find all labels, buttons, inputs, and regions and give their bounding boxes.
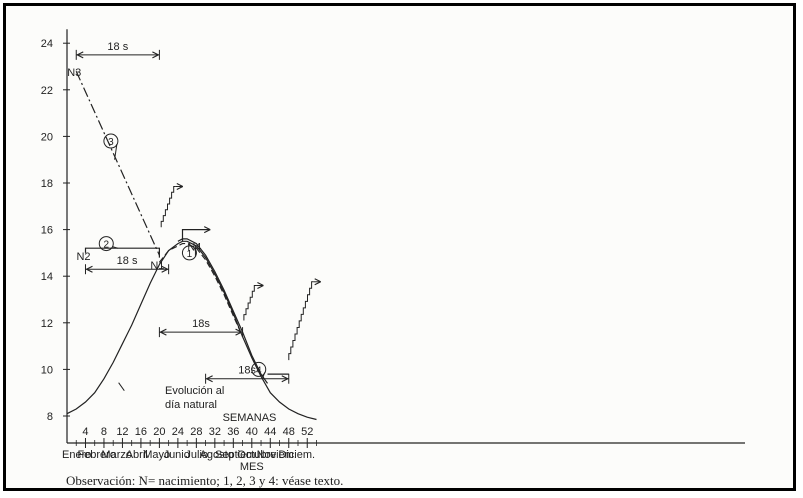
week-tick-label: 4 (82, 426, 88, 438)
y-tick-label: 14 (41, 271, 53, 283)
month-label: Agosto (200, 449, 234, 461)
circle-label-3: 3 (108, 137, 114, 148)
natural-day-label-line1: Evolución al (165, 385, 224, 397)
circle-label-3-ring (103, 133, 119, 149)
x-axis-label-months: MES (240, 461, 264, 473)
y-tick-label: 22 (41, 85, 53, 97)
month-label: Mayo (143, 449, 170, 461)
month-label: Junio (164, 449, 190, 461)
y-tick-label: 12 (41, 318, 53, 330)
y-tick-label: 18 (41, 178, 53, 190)
span-1-right-arrow (152, 51, 159, 59)
week-tick-label: 40 (246, 426, 258, 438)
staircase-arrow-head (314, 278, 321, 286)
week-tick-label: 52 (301, 426, 313, 438)
span-2-label: 18 s (117, 255, 138, 267)
staircase-1 (160, 186, 176, 228)
y-tick-label: 20 (41, 131, 53, 143)
week-tick-label: 20 (153, 426, 165, 438)
point-label-n3: N3 (67, 67, 81, 79)
line-3-dashdot (75, 70, 160, 256)
y-tick-label: 16 (41, 225, 53, 237)
month-label: Diciem. (278, 449, 315, 461)
span-2-left-arrow (86, 265, 93, 273)
week-tick-label: 44 (264, 426, 276, 438)
circle-label-1-ring (181, 245, 197, 261)
circle-2-leader (112, 246, 118, 249)
month-label: Febrero (77, 449, 116, 461)
circle-3-leader (114, 143, 118, 160)
n4-platform-arrow (203, 226, 211, 234)
natural-day-leader (118, 382, 125, 391)
circle-label-4: 4 (256, 365, 262, 376)
week-tick-label: 12 (116, 426, 128, 438)
y-tick-label: 8 (47, 411, 53, 423)
circle-label-4-ring (251, 361, 267, 377)
staircase-3 (288, 281, 314, 361)
chart-frame (3, 3, 796, 491)
point-label-n1: N1 (150, 260, 164, 272)
y-tick-label: 10 (41, 364, 53, 376)
week-tick-label: 16 (135, 426, 147, 438)
y-tick-label: 24 (41, 38, 53, 50)
week-tick-label: 32 (209, 426, 221, 438)
span-3-right-arrow (235, 328, 242, 336)
staircase-arrow-head (176, 183, 184, 190)
week-tick-label: 8 (101, 426, 107, 438)
month-label: Septiem. (215, 449, 258, 461)
x-axis-label-weeks: SEMANAS (223, 412, 277, 424)
month-label: Marzo (101, 449, 132, 461)
month-label: Enero (62, 449, 91, 461)
span-4-right-arrow (281, 375, 289, 383)
point-label-n2: N2 (76, 251, 90, 263)
line-1-dashed (158, 243, 244, 338)
month-label: Julio (185, 449, 208, 461)
circle-label-2-ring (98, 236, 114, 252)
natural-day-label-line2: día natural (165, 399, 217, 411)
span-1-label: 18 s (107, 41, 128, 53)
week-tick-label: 48 (283, 426, 295, 438)
span-3-label: 18s (192, 318, 210, 330)
line-1-upper (177, 238, 268, 384)
week-tick-label: 36 (227, 426, 239, 438)
week-tick-label: 24 (172, 426, 184, 438)
daylength-curve-line (66, 240, 317, 421)
n4-platform-line (181, 229, 211, 242)
span-3-left-arrow (160, 328, 167, 336)
month-label: Abril (126, 449, 148, 461)
circle-label-2: 2 (103, 240, 109, 251)
month-label: Octubre (237, 449, 276, 461)
line-2 (84, 247, 160, 258)
staircase-2 (243, 285, 257, 321)
span-4-left-arrow (206, 375, 213, 383)
month-label: Noviem. (257, 449, 297, 461)
observation-note: Observación: N= nacimiento; 1, 2, 3 y 4:… (66, 473, 344, 488)
week-tick-label: 28 (190, 426, 202, 438)
span-1-left-arrow (76, 51, 84, 59)
span-2-right-arrow (161, 265, 168, 273)
staircase-arrow-head (257, 282, 264, 290)
circle-label-1: 1 (187, 249, 193, 260)
